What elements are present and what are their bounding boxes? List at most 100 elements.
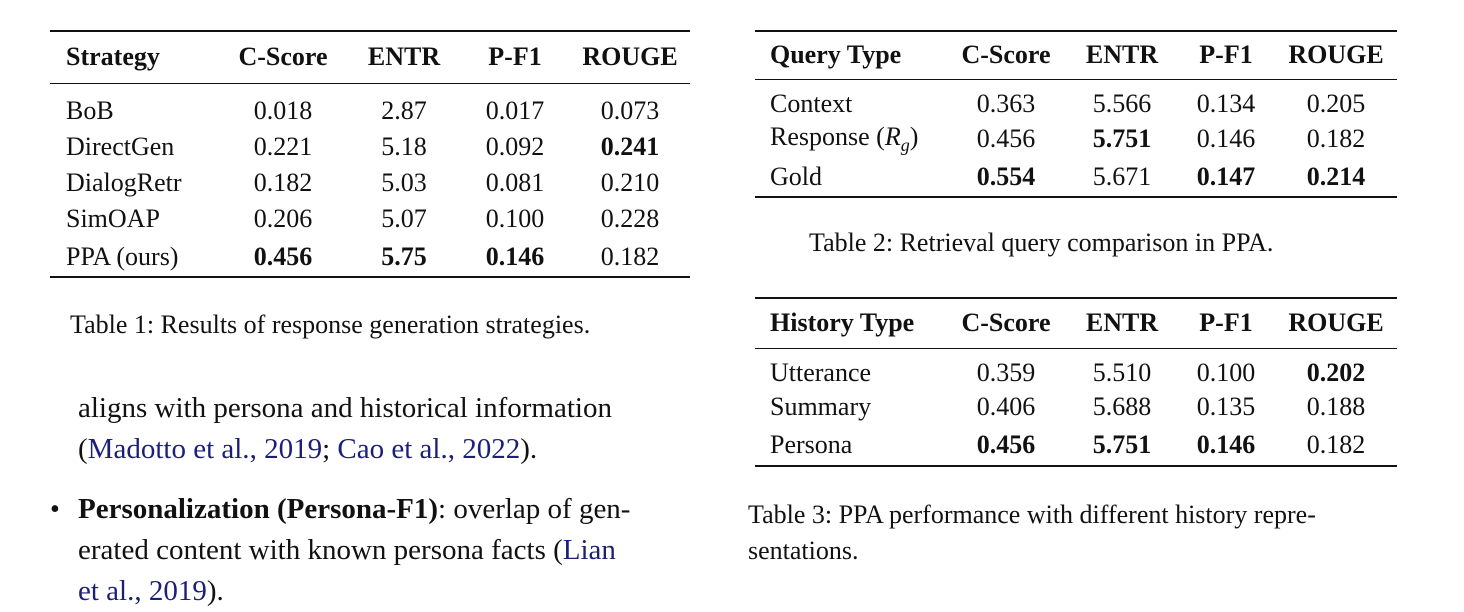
- cell-best: 0.146: [485, 241, 545, 271]
- cell: 5.07: [381, 204, 427, 233]
- row-label: Utterance: [770, 358, 872, 387]
- cell: 0.092: [485, 132, 545, 161]
- cell: 0.406: [976, 392, 1036, 421]
- citation-link[interactable]: Madotto et al., 2019: [87, 433, 323, 465]
- cell: 0.100: [1196, 358, 1256, 387]
- column-header-entr: ENTR: [1085, 308, 1159, 338]
- table-header-row: Strategy C-Score ENTR P-F1 ROUGE: [50, 31, 690, 83]
- table-row: DialogRetr 0.182 5.03 0.081 0.210: [50, 165, 690, 201]
- cell: 0.017: [485, 96, 545, 125]
- row-label: DirectGen: [66, 132, 175, 161]
- row-label-text: Response: [770, 122, 870, 151]
- table-row: SimOAP 0.206 5.07 0.100 0.228: [50, 201, 690, 237]
- cell: 5.510: [1092, 358, 1152, 387]
- bullet-line: Personalization (Persona-F1): overlap of…: [78, 493, 631, 525]
- table-row: Persona 0.456 5.751 0.146 0.182: [755, 424, 1397, 466]
- column-header-c-score: C-Score: [238, 42, 328, 72]
- body-line: (Madotto et al., 2019; Cao et al., 2022)…: [78, 433, 538, 465]
- cell: 0.182: [1306, 124, 1366, 154]
- cell: 5.03: [381, 168, 427, 197]
- cell: 0.018: [253, 96, 313, 125]
- cell: 0.134: [1196, 89, 1256, 118]
- table-3-caption-line-2: sentations.: [748, 536, 859, 565]
- column-header-p-f1: P-F1: [488, 42, 542, 72]
- column-header-query-type: Query Type: [770, 40, 902, 70]
- cell-best: 0.202: [1306, 358, 1366, 387]
- cell-best: 0.146: [1196, 429, 1256, 459]
- citation-link[interactable]: et al., 2019: [78, 575, 207, 607]
- cell-best: 0.554: [976, 161, 1036, 191]
- cell: 0.073: [600, 96, 660, 125]
- row-label: Summary: [770, 392, 872, 421]
- table-header-row: Query Type C-Score ENTR P-F1 ROUGE: [755, 31, 1397, 79]
- column-header-entr: ENTR: [1085, 40, 1159, 70]
- row-label: Context: [770, 89, 853, 118]
- cell: 0.228: [600, 204, 660, 233]
- cell: 0.135: [1196, 392, 1256, 421]
- math-subscript: g: [900, 135, 910, 156]
- table-3: History Type C-Score ENTR P-F1 ROUGE Utt…: [755, 297, 1397, 467]
- cell: 0.182: [1306, 429, 1366, 459]
- column-header-rouge: ROUGE: [1288, 308, 1384, 338]
- column-header-c-score: C-Score: [961, 308, 1051, 338]
- row-label: Gold: [770, 161, 822, 191]
- cell: 0.206: [253, 204, 313, 233]
- body-line: aligns with persona and historical infor…: [78, 392, 612, 424]
- cell: 5.566: [1092, 89, 1152, 118]
- cell: 0.081: [485, 168, 545, 197]
- cell-best: 0.147: [1196, 161, 1256, 191]
- cell: 0.363: [976, 89, 1036, 118]
- bullet-icon: •: [50, 494, 60, 525]
- cell: 0.100: [485, 204, 545, 233]
- cell: 0.456: [976, 124, 1036, 154]
- table-row: DirectGen 0.221 5.18 0.092 0.241: [50, 129, 690, 165]
- row-label: Response (Rg): [770, 122, 919, 156]
- cell-best: 5.751: [1092, 429, 1152, 459]
- cell: 0.205: [1306, 89, 1366, 118]
- table-1-caption: Table 1: Results of response generation …: [70, 310, 591, 339]
- cell: 5.18: [381, 132, 427, 161]
- table-row: PPA (ours) 0.456 5.75 0.146 0.182: [50, 237, 690, 277]
- cell: 0.210: [600, 168, 660, 197]
- row-label: SimOAP: [66, 204, 160, 233]
- table-row: Context 0.363 5.566 0.134 0.205: [755, 87, 1397, 121]
- row-label: PPA (ours): [66, 241, 179, 271]
- cell: 0.188: [1306, 392, 1366, 421]
- column-header-entr: ENTR: [367, 42, 441, 72]
- column-header-rouge: ROUGE: [1288, 40, 1384, 70]
- table-row: Gold 0.554 5.671 0.147 0.214: [755, 157, 1397, 198]
- cell-best: 5.75: [381, 241, 427, 271]
- row-label: BoB: [66, 96, 114, 125]
- column-header-p-f1: P-F1: [1199, 308, 1253, 338]
- table-header-row: History Type C-Score ENTR P-F1 ROUGE: [755, 298, 1397, 348]
- cell-best: 0.241: [600, 132, 660, 161]
- cell-best: 0.456: [976, 429, 1036, 459]
- table-3-caption-line-1: Table 3: PPA performance with different …: [748, 500, 1316, 529]
- table-row: BoB 0.018 2.87 0.017 0.073: [50, 93, 690, 129]
- cell-best: 0.214: [1306, 161, 1366, 191]
- column-header-history-type: History Type: [770, 308, 915, 338]
- row-label: DialogRetr: [66, 168, 182, 197]
- citation-link[interactable]: Cao et al., 2022: [337, 433, 521, 465]
- cell: 5.688: [1092, 392, 1152, 421]
- table-2-caption: Table 2: Retrieval query comparison in P…: [809, 228, 1274, 257]
- cell-best: 5.751: [1092, 124, 1152, 154]
- cell: 0.221: [253, 132, 313, 161]
- cell-best: 0.456: [253, 241, 313, 271]
- bullet-line: erated content with known persona facts …: [78, 534, 616, 566]
- citation-link[interactable]: Lian: [562, 534, 616, 566]
- column-header-p-f1: P-F1: [1199, 40, 1253, 70]
- row-label: Persona: [770, 429, 853, 459]
- body-paragraph: aligns with persona and historical infor…: [78, 388, 612, 470]
- cell: 0.359: [976, 358, 1036, 387]
- table-row: Utterance 0.359 5.510 0.100 0.202: [755, 356, 1397, 390]
- cell: 0.146: [1196, 124, 1256, 154]
- column-header-strategy: Strategy: [66, 42, 160, 72]
- cell: 0.182: [600, 241, 660, 271]
- table-row: Response (Rg) 0.456 5.751 0.146 0.182: [755, 121, 1397, 157]
- table-3-caption: Table 3: PPA performance with different …: [748, 497, 1316, 569]
- cell: 0.182: [253, 168, 313, 197]
- cell: 2.87: [381, 96, 427, 125]
- bullet-term: Personalization (Persona-F1): [78, 493, 439, 525]
- bullet-item: Personalization (Persona-F1): overlap of…: [78, 489, 630, 612]
